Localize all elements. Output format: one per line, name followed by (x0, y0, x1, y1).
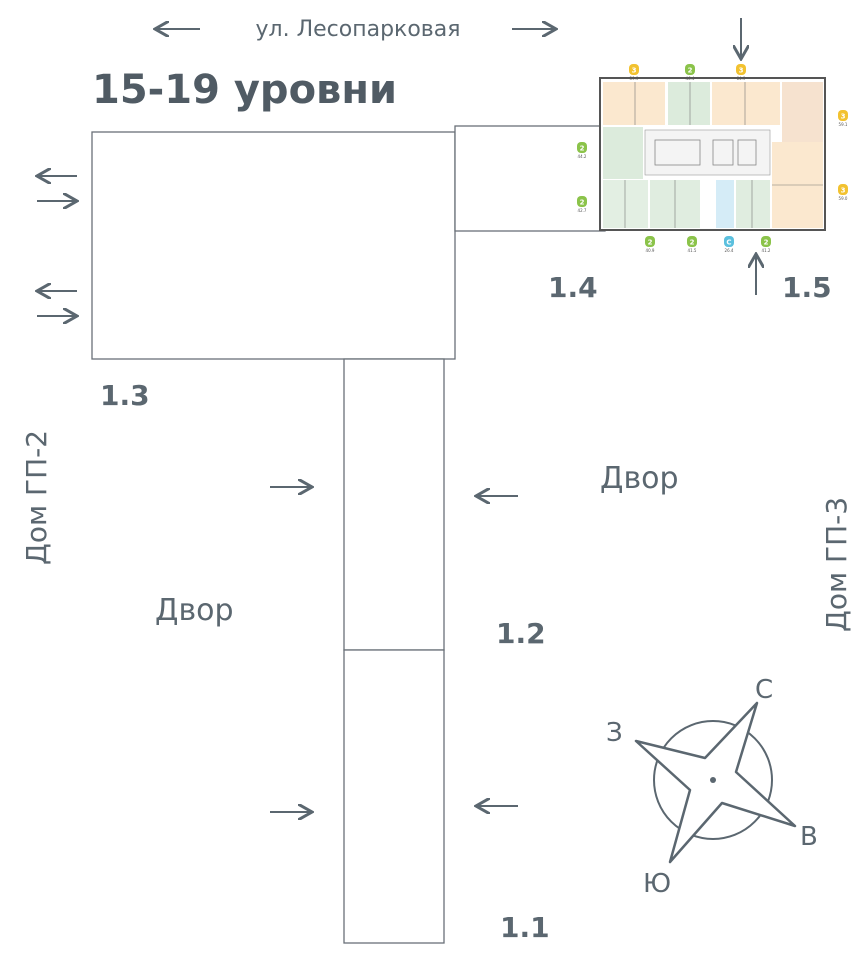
unit-badge[interactable]: 241.5 (687, 236, 697, 253)
unit-area: 26.4 (725, 248, 734, 253)
unit-badge[interactable]: 359.0 (838, 184, 848, 201)
yard-label-left: Двор (155, 593, 234, 628)
yard-label-right: Двор (600, 461, 679, 496)
unit-type: 2 (580, 145, 585, 153)
unit-type: 2 (688, 67, 693, 75)
compass-east: В (800, 822, 818, 852)
building-1-4[interactable] (454, 125, 606, 232)
unit-area: 41.2 (762, 248, 771, 253)
compass-north: С (755, 675, 773, 705)
unit-type: 2 (580, 199, 585, 207)
unit-badge[interactable]: 359.9 (629, 64, 639, 81)
floor-plan-1-5[interactable] (599, 77, 826, 231)
neighbor-house-left: Дом ГП-2 (20, 430, 53, 565)
compass-south: Ю (643, 869, 671, 899)
unit-badge[interactable]: 244.2 (577, 142, 587, 159)
unit-type: 2 (648, 239, 653, 247)
neighbor-house-right: Дом ГП-3 (820, 497, 853, 632)
unit-type: 3 (841, 187, 846, 195)
unit-badge[interactable]: 364.9 (736, 64, 746, 81)
section-label-1-2: 1.2 (496, 617, 546, 650)
building-1-2[interactable] (343, 358, 445, 651)
unit-type: 3 (739, 67, 744, 75)
unit-type: 2 (690, 239, 695, 247)
unit-type: 3 (841, 113, 846, 121)
unit-area: 59.9 (630, 76, 639, 81)
compass-rose (634, 701, 797, 864)
unit-badge[interactable]: 359.1 (838, 110, 848, 127)
unit-area: 44.2 (578, 154, 587, 159)
section-label-1-5: 1.5 (782, 271, 832, 304)
unit-badge[interactable]: 240.9 (645, 236, 655, 253)
unit-area: 59.0 (839, 196, 848, 201)
section-label-1-3: 1.3 (100, 379, 150, 412)
unit-area: 59.1 (839, 122, 848, 127)
unit-type: С (726, 239, 731, 247)
unit-area: 41.5 (688, 248, 697, 253)
unit-badge[interactable]: 246.4 (685, 64, 695, 81)
building-1-1[interactable] (343, 649, 445, 944)
unit-badge[interactable]: 242.7 (577, 196, 587, 213)
page-title: 15-19 уровни (92, 67, 397, 113)
unit-type: 3 (632, 67, 637, 75)
compass-west: З (606, 718, 623, 748)
unit-area: 42.7 (578, 208, 587, 213)
unit-badge[interactable]: С26.4 (724, 236, 734, 253)
unit-type: 2 (764, 239, 769, 247)
building-1-3[interactable] (91, 131, 456, 360)
unit-badge[interactable]: 241.2 (761, 236, 771, 253)
unit-area: 64.9 (737, 76, 746, 81)
unit-area: 46.4 (686, 76, 695, 81)
street-label: ул. Лесопарковая (256, 17, 461, 42)
section-label-1-1: 1.1 (500, 911, 550, 944)
section-label-1-4: 1.4 (548, 271, 598, 304)
unit-area: 40.9 (646, 248, 655, 253)
